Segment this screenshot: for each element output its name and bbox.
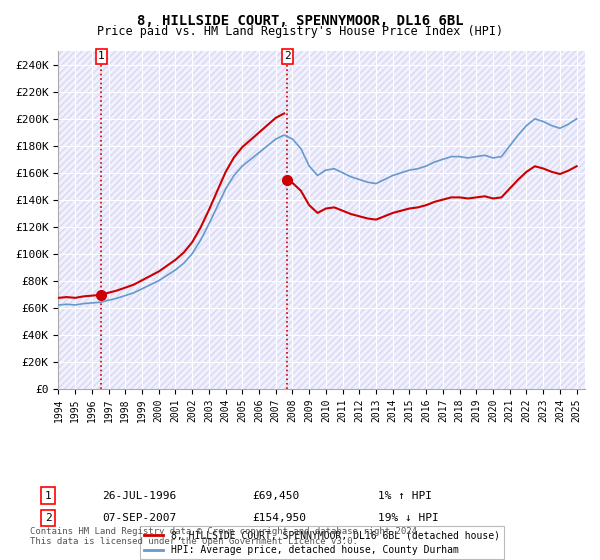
Text: 1: 1: [44, 491, 52, 501]
Text: 2: 2: [44, 513, 52, 523]
Text: £69,450: £69,450: [252, 491, 299, 501]
Text: 26-JUL-1996: 26-JUL-1996: [102, 491, 176, 501]
Text: 19% ↓ HPI: 19% ↓ HPI: [378, 513, 439, 523]
Text: 8, HILLSIDE COURT, SPENNYMOOR, DL16 6BL: 8, HILLSIDE COURT, SPENNYMOOR, DL16 6BL: [137, 14, 463, 28]
Text: 07-SEP-2007: 07-SEP-2007: [102, 513, 176, 523]
Legend: 8, HILLSIDE COURT, SPENNYMOOR, DL16 6BL (detached house), HPI: Average price, de: 8, HILLSIDE COURT, SPENNYMOOR, DL16 6BL …: [140, 526, 504, 559]
Text: Price paid vs. HM Land Registry's House Price Index (HPI): Price paid vs. HM Land Registry's House …: [97, 25, 503, 38]
Text: 1% ↑ HPI: 1% ↑ HPI: [378, 491, 432, 501]
Text: 1: 1: [98, 52, 105, 62]
Text: Contains HM Land Registry data © Crown copyright and database right 2024.
This d: Contains HM Land Registry data © Crown c…: [30, 526, 422, 546]
Text: 2: 2: [284, 52, 290, 62]
Text: £154,950: £154,950: [252, 513, 306, 523]
